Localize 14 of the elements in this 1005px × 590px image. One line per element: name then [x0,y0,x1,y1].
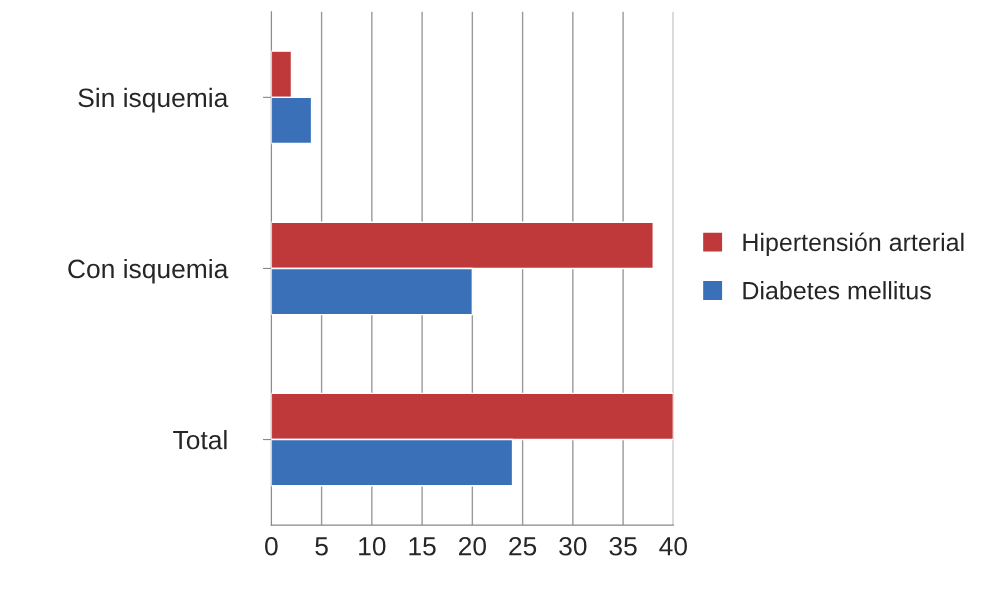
x-tick-label: 0 [265,536,278,556]
y-tick-label: Sin isquemia [78,87,229,113]
x-tick-label: 10 [359,536,386,556]
x-tick-label: 5 [315,537,328,556]
x-tick-label: 20 [459,536,486,556]
legend-label: Diabetes mellitus [743,281,931,300]
legend-label: Hipertensión arterial [743,232,964,257]
x-tick-label: 40 [659,536,687,556]
x-tick-label: 30 [559,536,587,556]
y-tick-label: Total [173,429,227,450]
x-tick-label: 35 [609,536,637,556]
x-tick-label: 25 [509,536,537,556]
y-tick-label: Con isquemia [68,258,229,284]
x-tick-label: 15 [409,537,436,556]
